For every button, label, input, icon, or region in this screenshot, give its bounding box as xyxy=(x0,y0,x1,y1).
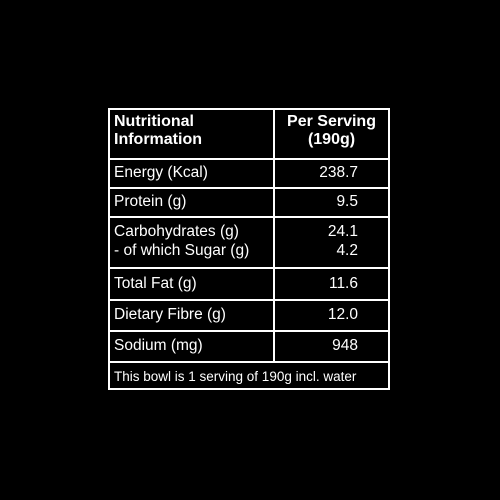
row-divider xyxy=(110,187,388,189)
row-divider xyxy=(110,330,388,332)
row-value: 948 xyxy=(332,337,358,354)
nutrition-table: Nutritional Information Per Serving (190… xyxy=(108,108,390,390)
header-cell: Nutritional xyxy=(114,113,194,130)
row-divider xyxy=(110,158,388,160)
row-label: Energy (Kcal) xyxy=(114,164,208,181)
row-subvalue: 4.2 xyxy=(336,242,358,259)
row-label: Dietary Fibre (g) xyxy=(114,306,226,323)
row-value: 24.1 xyxy=(327,223,358,240)
row-value: 9.5 xyxy=(336,193,358,210)
row-label: Carbohydrates (g) xyxy=(114,223,239,240)
column-divider xyxy=(273,110,275,361)
footer-note: This bowl is 1 serving of 190g incl. wat… xyxy=(114,369,357,384)
row-label: Total Fat (g) xyxy=(114,275,197,292)
header-cell: Information xyxy=(114,131,202,148)
row-divider xyxy=(110,267,388,269)
row-divider xyxy=(110,216,388,218)
row-value: 238.7 xyxy=(319,164,358,181)
header-cell: Per Serving xyxy=(287,113,376,130)
header-cell: (190g) xyxy=(307,131,356,148)
row-divider xyxy=(110,299,388,301)
row-value: 12.0 xyxy=(327,306,358,323)
row-sublabel: - of which Sugar (g) xyxy=(114,242,250,259)
row-divider xyxy=(110,361,388,363)
row-label: Protein (g) xyxy=(114,193,187,210)
row-label: Sodium (mg) xyxy=(114,337,203,354)
row-value: 11.6 xyxy=(328,275,358,292)
